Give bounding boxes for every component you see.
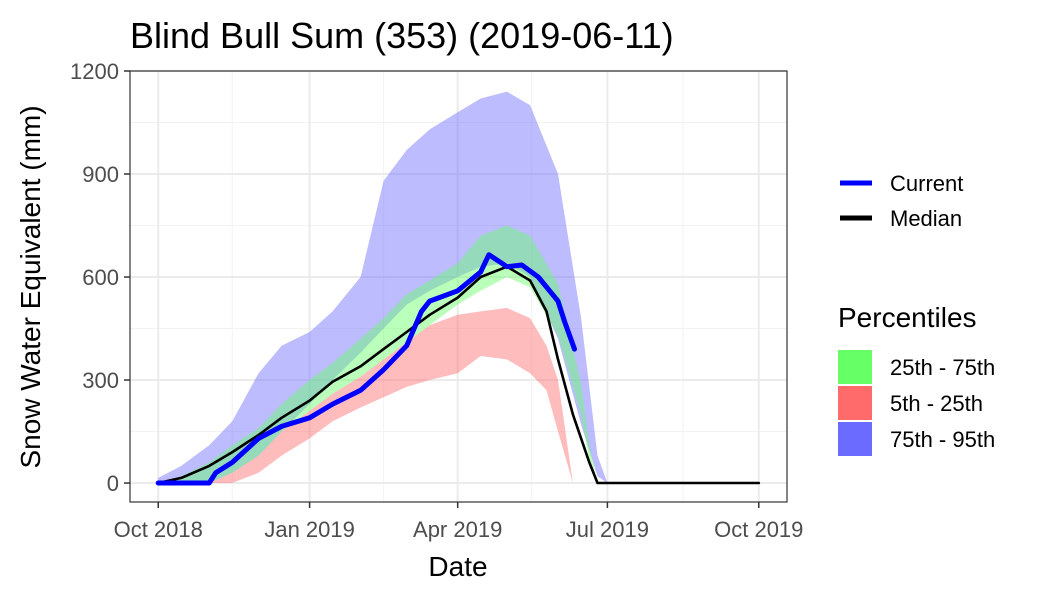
legend-swatch <box>838 350 872 384</box>
x-tick-label: Oct 2019 <box>714 517 803 542</box>
legend-swatch <box>838 422 872 456</box>
legend-swatch <box>838 386 872 420</box>
band-25th-75th <box>158 225 759 483</box>
plot-border <box>129 70 788 503</box>
legend-series: Current Median <box>840 171 963 231</box>
legend-band-label: 5th - 25th <box>890 391 983 416</box>
y-axis: 0 300 600 900 1200 <box>70 59 130 496</box>
x-tick-label: Apr 2019 <box>413 517 502 542</box>
grid-major <box>130 70 787 502</box>
legend-band-label: 25th - 75th <box>890 355 995 380</box>
legend-label-current: Current <box>890 171 963 196</box>
band-5th-25th <box>158 307 759 483</box>
series-lines <box>155 252 761 486</box>
legend-title-percentiles: Percentiles <box>838 302 977 333</box>
legend: Current Median Percentiles 25th - 75th 5th… <box>838 171 995 456</box>
x-tick-label: Jan 2019 <box>264 517 355 542</box>
x-tick-label: Jul 2019 <box>566 517 649 542</box>
y-tick-label: 1200 <box>70 59 119 84</box>
y-tick-label: 0 <box>107 471 119 496</box>
y-axis-title: Snow Water Equivalent (mm) <box>15 105 46 468</box>
x-axis: Oct 2018 Jan 2019 Apr 2019 Jul 2019 Oct 2019 <box>114 502 803 542</box>
x-tick-label: Oct 2018 <box>114 517 203 542</box>
x-axis-title: Date <box>428 551 487 582</box>
legend-band-label: 75th - 95th <box>890 427 995 452</box>
band-75th-95th <box>158 91 759 483</box>
y-tick-label: 900 <box>82 162 119 187</box>
line-current <box>155 252 577 486</box>
legend-bands: 25th - 75th 5th - 25th 75th - 95th <box>838 350 995 456</box>
chart-title: Blind Bull Sum (353) (2019-06-11) <box>130 15 674 56</box>
legend-label-median: Median <box>890 206 962 231</box>
y-tick-label: 600 <box>82 265 119 290</box>
y-tick-label: 300 <box>82 368 119 393</box>
percentile-bands <box>158 91 759 483</box>
